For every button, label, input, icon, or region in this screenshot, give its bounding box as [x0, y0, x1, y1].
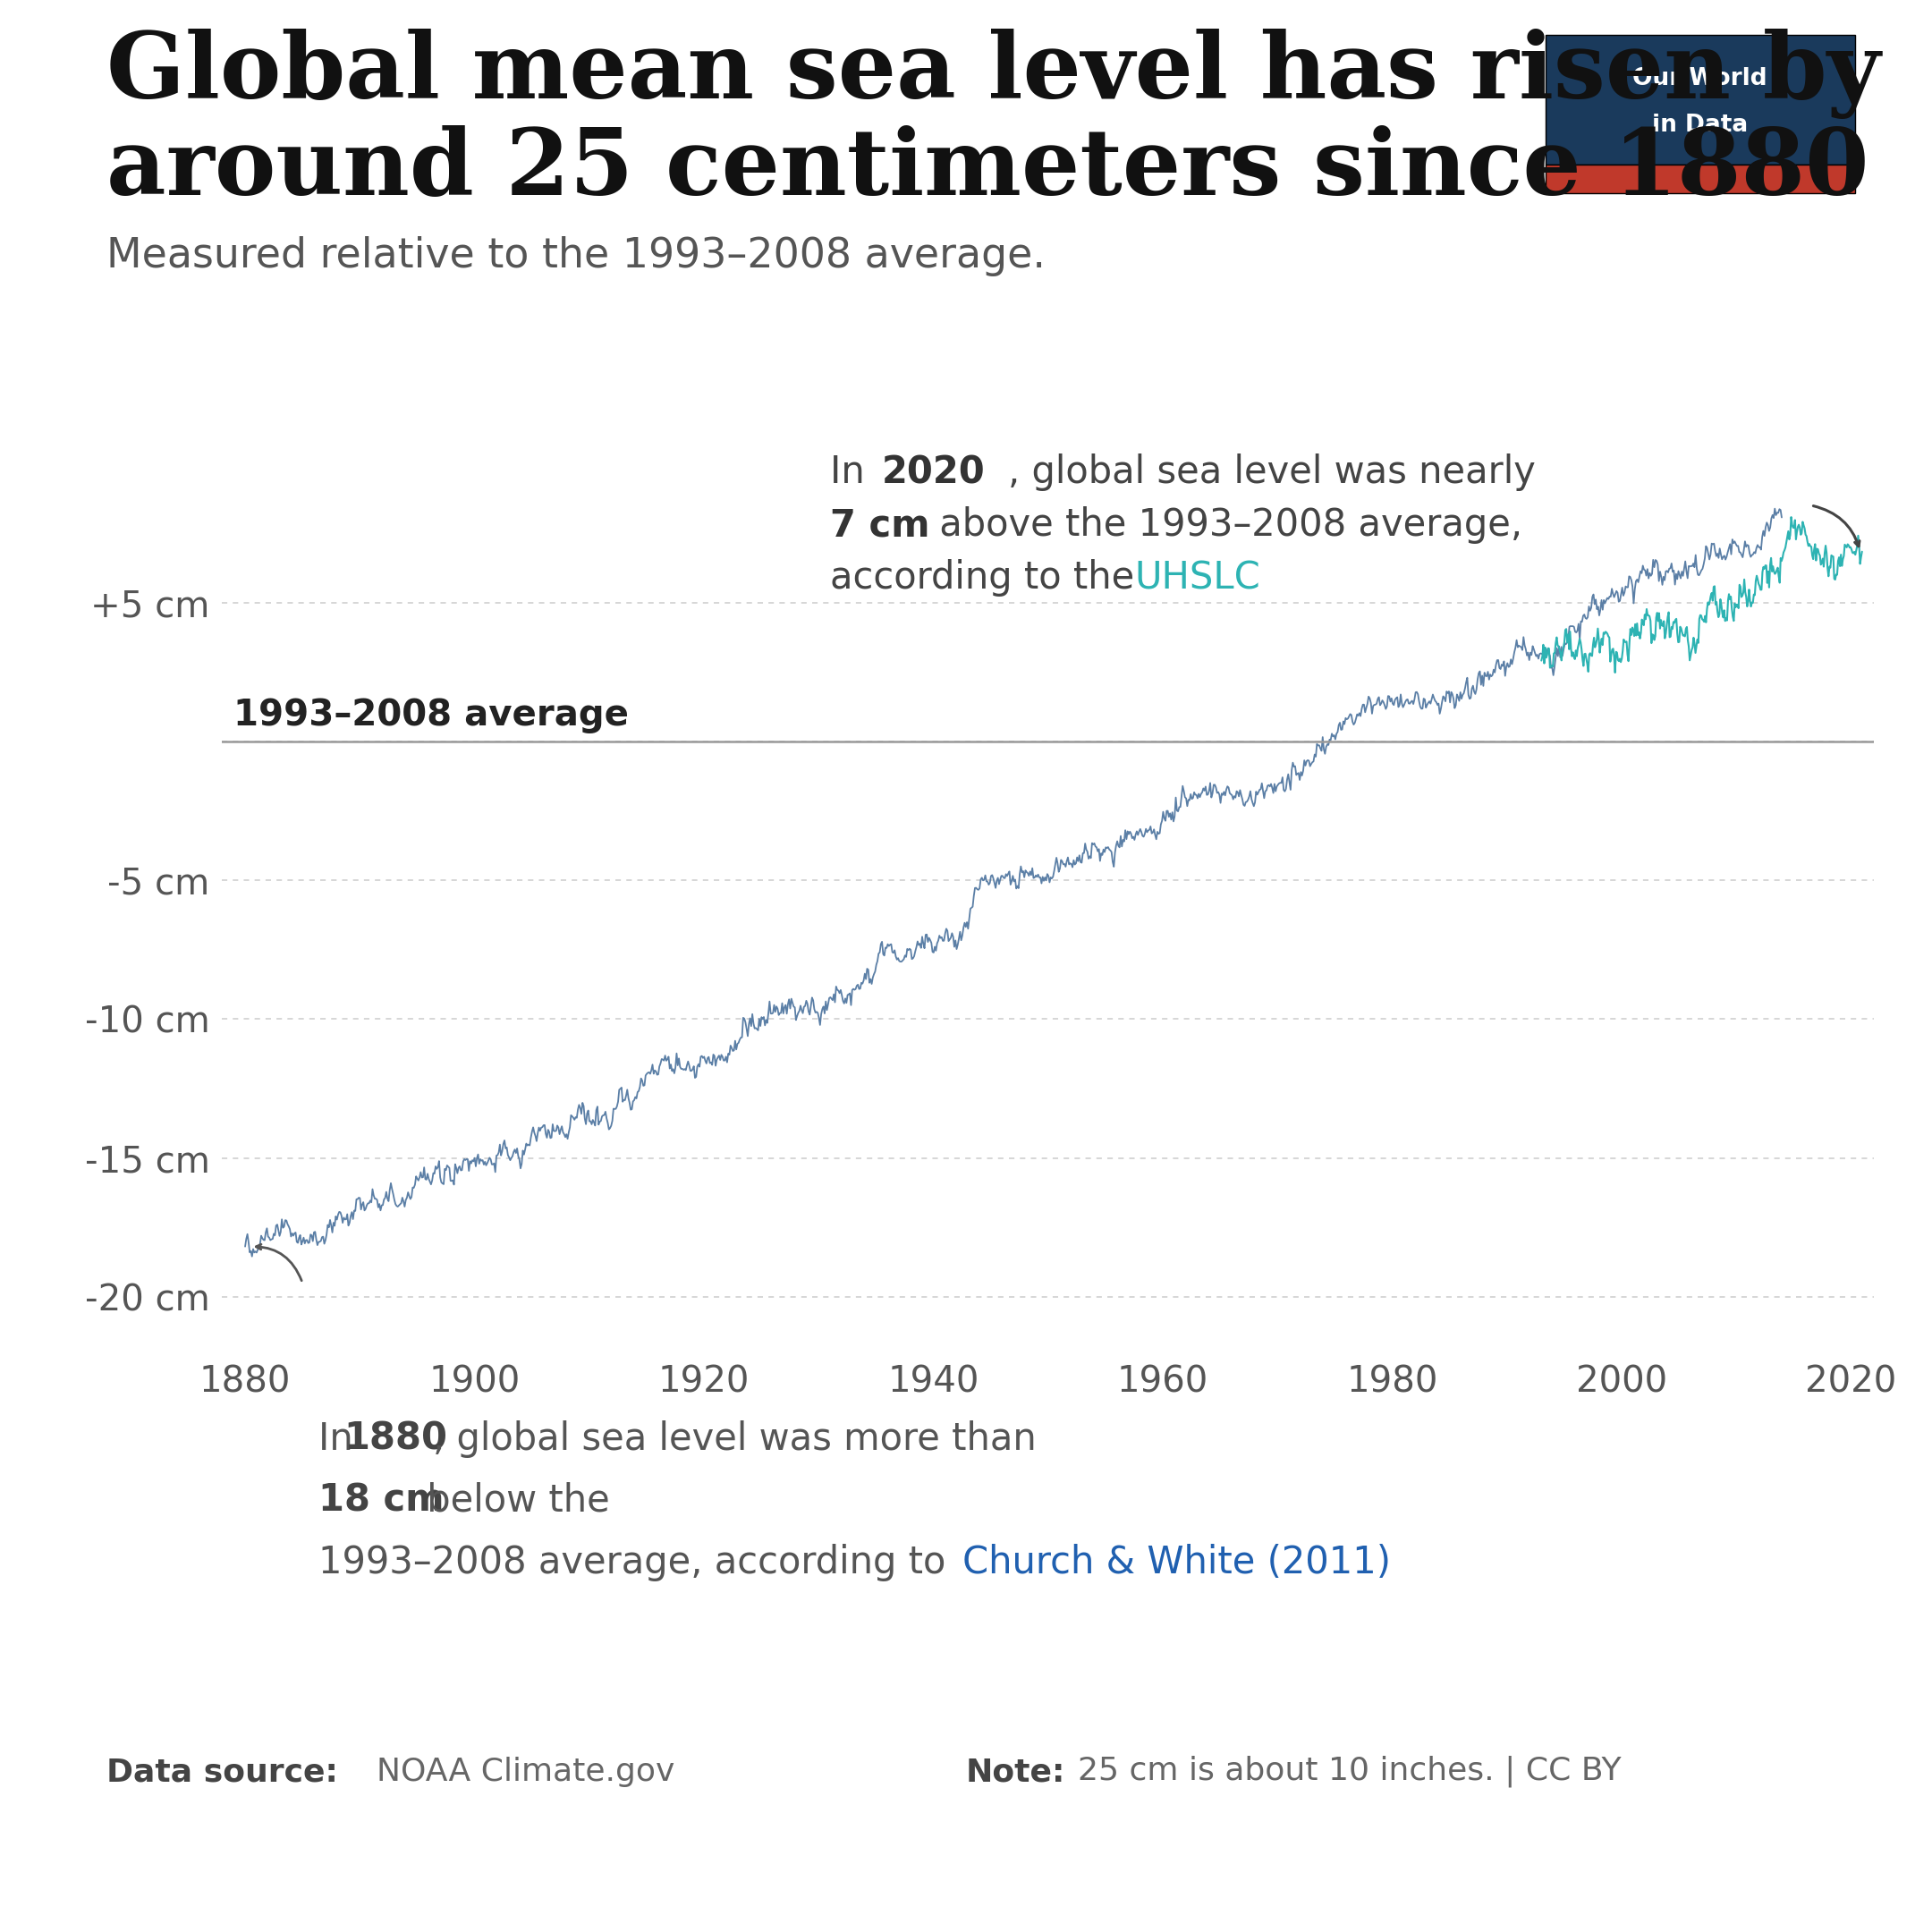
Text: Note:: Note:: [966, 1756, 1066, 1787]
Text: 1993–2008 average, according to: 1993–2008 average, according to: [319, 1544, 958, 1580]
Text: In ​: In ​: [319, 1420, 365, 1457]
Text: 25 cm is about 10 inches. | CC BY: 25 cm is about 10 inches. | CC BY: [1078, 1756, 1621, 1787]
Text: NOAA Climate.gov: NOAA Climate.gov: [377, 1756, 674, 1787]
Text: UHSLC: UHSLC: [1134, 560, 1260, 597]
Text: below the: below the: [415, 1482, 611, 1519]
Text: above the 1993–2008 average,: above the 1993–2008 average,: [927, 506, 1522, 545]
Text: Data source:: Data source:: [106, 1756, 338, 1787]
Text: 2020: 2020: [881, 454, 985, 491]
Text: Church & White (2011): Church & White (2011): [962, 1544, 1391, 1580]
Text: 18 cm: 18 cm: [319, 1482, 444, 1519]
Text: Measured relative to the 1993–2008 average.: Measured relative to the 1993–2008 avera…: [106, 236, 1045, 276]
Text: Global mean sea level has risen by: Global mean sea level has risen by: [106, 29, 1880, 120]
FancyBboxPatch shape: [1546, 164, 1855, 193]
Text: , global sea level was nearly: , global sea level was nearly: [1009, 454, 1536, 491]
Text: Our World: Our World: [1633, 68, 1768, 91]
Text: in Data: in Data: [1652, 114, 1748, 137]
Text: according to the: according to the: [831, 560, 1146, 597]
Text: 1993–2008 average: 1993–2008 average: [234, 697, 630, 732]
Text: around 25 centimeters since 1880: around 25 centimeters since 1880: [106, 126, 1868, 214]
Text: In: In: [831, 454, 877, 491]
Text: , global sea level was more than: , global sea level was more than: [433, 1420, 1049, 1457]
Text: 1880: 1880: [344, 1420, 448, 1457]
Text: 7 cm: 7 cm: [831, 506, 929, 545]
FancyBboxPatch shape: [1546, 35, 1855, 164]
